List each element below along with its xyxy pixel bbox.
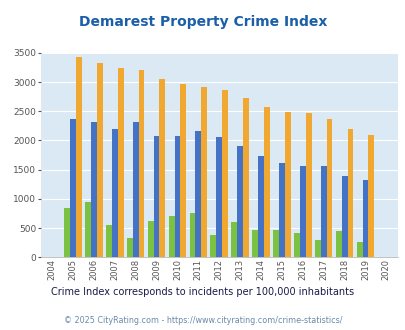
Bar — [189, 213, 195, 257]
Bar — [180, 84, 186, 257]
Bar — [70, 119, 76, 257]
Bar — [278, 163, 284, 257]
Bar — [356, 242, 362, 257]
Bar — [367, 135, 373, 257]
Bar — [326, 119, 332, 257]
Bar — [159, 79, 165, 257]
Bar — [111, 129, 117, 257]
Bar — [195, 131, 201, 257]
Bar — [263, 107, 269, 257]
Bar — [284, 112, 290, 257]
Bar — [147, 221, 153, 257]
Bar — [299, 166, 305, 257]
Bar — [117, 68, 123, 257]
Bar — [132, 122, 138, 257]
Bar — [138, 70, 144, 257]
Bar — [216, 137, 222, 257]
Bar — [231, 222, 237, 257]
Bar — [362, 180, 367, 257]
Bar — [293, 233, 299, 257]
Bar — [210, 235, 216, 257]
Bar — [201, 87, 207, 257]
Bar — [320, 166, 326, 257]
Bar — [153, 136, 159, 257]
Bar — [168, 216, 174, 257]
Bar — [258, 156, 263, 257]
Bar — [76, 57, 81, 257]
Bar — [64, 208, 70, 257]
Text: Demarest Property Crime Index: Demarest Property Crime Index — [79, 15, 326, 29]
Bar — [174, 136, 180, 257]
Bar — [314, 241, 320, 257]
Bar — [96, 63, 102, 257]
Text: Crime Index corresponds to incidents per 100,000 inhabitants: Crime Index corresponds to incidents per… — [51, 287, 354, 297]
Text: © 2025 CityRating.com - https://www.cityrating.com/crime-statistics/: © 2025 CityRating.com - https://www.city… — [64, 316, 341, 325]
Bar — [341, 176, 347, 257]
Bar — [222, 90, 228, 257]
Bar — [273, 230, 278, 257]
Bar — [243, 98, 248, 257]
Bar — [252, 230, 258, 257]
Bar — [305, 113, 311, 257]
Bar — [106, 225, 111, 257]
Bar — [85, 202, 91, 257]
Bar — [237, 146, 243, 257]
Bar — [347, 129, 352, 257]
Bar — [91, 122, 96, 257]
Bar — [335, 231, 341, 257]
Bar — [127, 238, 132, 257]
